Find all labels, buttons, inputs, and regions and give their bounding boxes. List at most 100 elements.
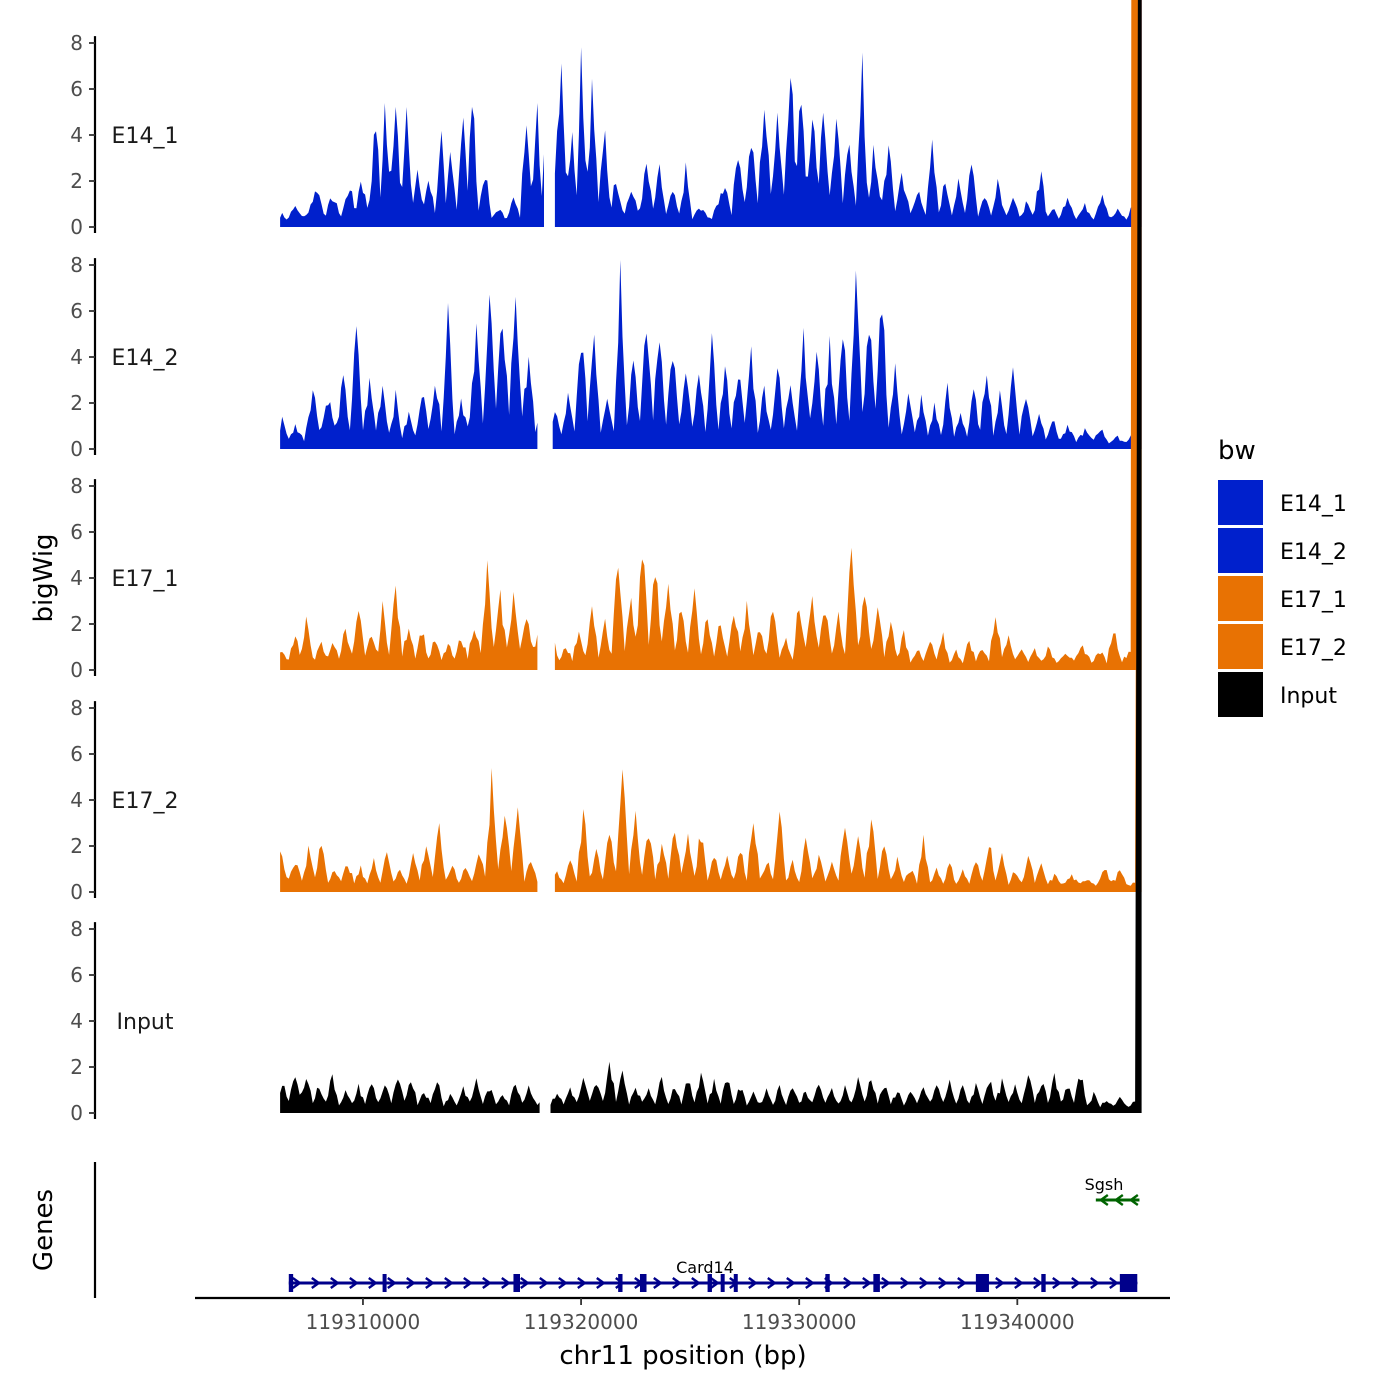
y-tick-label: 0 [70, 880, 83, 904]
strand-arrow [995, 1277, 1005, 1289]
track-E14_2: 0 2 4 6 8 E14_2 [70, 0, 1142, 461]
strand-arrow [577, 1277, 587, 1289]
exon [513, 1274, 520, 1292]
legend-swatch [1218, 672, 1263, 717]
strand-arrow [311, 1277, 321, 1289]
exon [639, 1274, 647, 1292]
genes-layer: Card14 Sgsh [93, 1162, 1140, 1298]
gene-label: Sgsh [1085, 1175, 1124, 1194]
coverage-area-E17_1 [554, 0, 1142, 670]
y-axis-title: bigWig [29, 533, 59, 622]
strand-arrow [501, 1277, 511, 1289]
strand-arrow [406, 1277, 416, 1289]
y-tick-label: 2 [70, 612, 83, 636]
strand-arrow [1113, 1194, 1124, 1206]
strand-arrow [805, 1277, 815, 1289]
legend-swatch [1218, 480, 1263, 525]
y-tick-label: 0 [70, 658, 83, 682]
y-tick-label: 4 [70, 788, 83, 812]
coverage-area-E14_1 [554, 0, 1142, 227]
strand-arrow [1033, 1277, 1043, 1289]
track-E17_2: 0 2 4 6 8 E17_2 [70, 0, 1142, 904]
track-label: E17_2 [112, 789, 179, 814]
exon [382, 1274, 387, 1292]
strand-arrow [615, 1277, 625, 1289]
legend-entry-E17_2: E17_2 [1218, 624, 1347, 669]
exon [707, 1274, 712, 1292]
strand-arrow [919, 1277, 929, 1289]
strand-arrow [786, 1277, 796, 1289]
legend-title: bw [1218, 436, 1256, 466]
legend-entry-E14_2: E14_2 [1218, 528, 1347, 573]
exon [825, 1274, 830, 1292]
strand-arrow [482, 1277, 492, 1289]
x-axis-title: chr11 position (bp) [559, 1341, 806, 1371]
strand-arrow [653, 1277, 663, 1289]
legend-entry-E14_1: E14_1 [1218, 480, 1347, 525]
strand-arrow [672, 1277, 682, 1289]
strand-arrow [387, 1277, 397, 1289]
track-E14_1: 0 2 4 6 8 E14_1 [70, 0, 1142, 239]
legend-label: E17_2 [1280, 636, 1347, 661]
legend-label: E17_1 [1280, 588, 1347, 613]
legend-swatch [1218, 576, 1263, 621]
y-tick-label: 6 [70, 77, 83, 101]
legend-swatch [1218, 624, 1263, 669]
x-axis: 119310000 119320000 119330000 119340000 [195, 1296, 1170, 1334]
tracks-layer: 0 2 4 6 8 E14_1 0 2 4 6 8 E14_2 0 2 4 6 8 E17_1 0 2 4 6 8 E17_2… [70, 0, 1142, 1125]
gene-Sgsh: Sgsh [1085, 1175, 1140, 1206]
coverage-area-E14_1 [280, 103, 544, 227]
strand-arrow [1128, 1194, 1139, 1206]
exon [873, 1274, 880, 1292]
y-tick-label: 4 [70, 345, 83, 369]
coverage-area-E14_2 [280, 294, 538, 449]
y-tick-label: 6 [70, 520, 83, 544]
legend-swatch [1218, 528, 1263, 573]
exon [1119, 1274, 1138, 1292]
strand-arrow [881, 1277, 891, 1289]
y-tick-label: 4 [70, 123, 83, 147]
y-tick-label: 8 [70, 917, 83, 941]
coverage-area-E17_1 [280, 560, 538, 670]
y-tick-label: 0 [70, 1101, 83, 1125]
strand-arrow [843, 1277, 853, 1289]
strand-arrow [862, 1277, 872, 1289]
gene-label: Card14 [676, 1258, 734, 1277]
y-tick-label: 6 [70, 963, 83, 987]
strand-arrow [957, 1277, 967, 1289]
x-tick-label: 119340000 [960, 1310, 1075, 1334]
strand-arrow [330, 1277, 340, 1289]
strand-arrow [425, 1277, 435, 1289]
exon [720, 1274, 725, 1292]
y-tick-label: 0 [70, 437, 83, 461]
strand-arrow [1098, 1194, 1109, 1206]
track-label: E14_1 [112, 124, 179, 149]
y-tick-label: 8 [70, 253, 83, 277]
y-tick-label: 8 [70, 696, 83, 720]
x-tick-label: 119320000 [524, 1310, 639, 1334]
y-tick-label: 6 [70, 742, 83, 766]
strand-arrow [1052, 1277, 1062, 1289]
y-tick-label: 8 [70, 474, 83, 498]
strand-arrow [463, 1277, 473, 1289]
track-E17_1: 0 2 4 6 8 E17_1 [70, 0, 1142, 682]
y-tick-label: 4 [70, 566, 83, 590]
strand-arrow [368, 1277, 378, 1289]
strand-arrow [444, 1277, 454, 1289]
exon [1041, 1274, 1046, 1292]
strand-arrow [938, 1277, 948, 1289]
strand-arrow [596, 1277, 606, 1289]
strand-arrow [691, 1277, 701, 1289]
y-tick-label: 2 [70, 169, 83, 193]
track-Input: 0 2 4 6 8 Input [70, 0, 1142, 1125]
coverage-area-Input [280, 1074, 540, 1113]
strand-arrow [767, 1277, 777, 1289]
strand-arrow [520, 1277, 530, 1289]
legend-label: Input [1280, 684, 1337, 709]
y-tick-label: 2 [70, 834, 83, 858]
legend-label: E14_2 [1280, 540, 1347, 565]
strand-arrow [710, 1277, 720, 1289]
strand-arrow [900, 1277, 910, 1289]
legend: bw E14_1 E14_2 E17_1 E17_2 Input [1218, 436, 1347, 717]
